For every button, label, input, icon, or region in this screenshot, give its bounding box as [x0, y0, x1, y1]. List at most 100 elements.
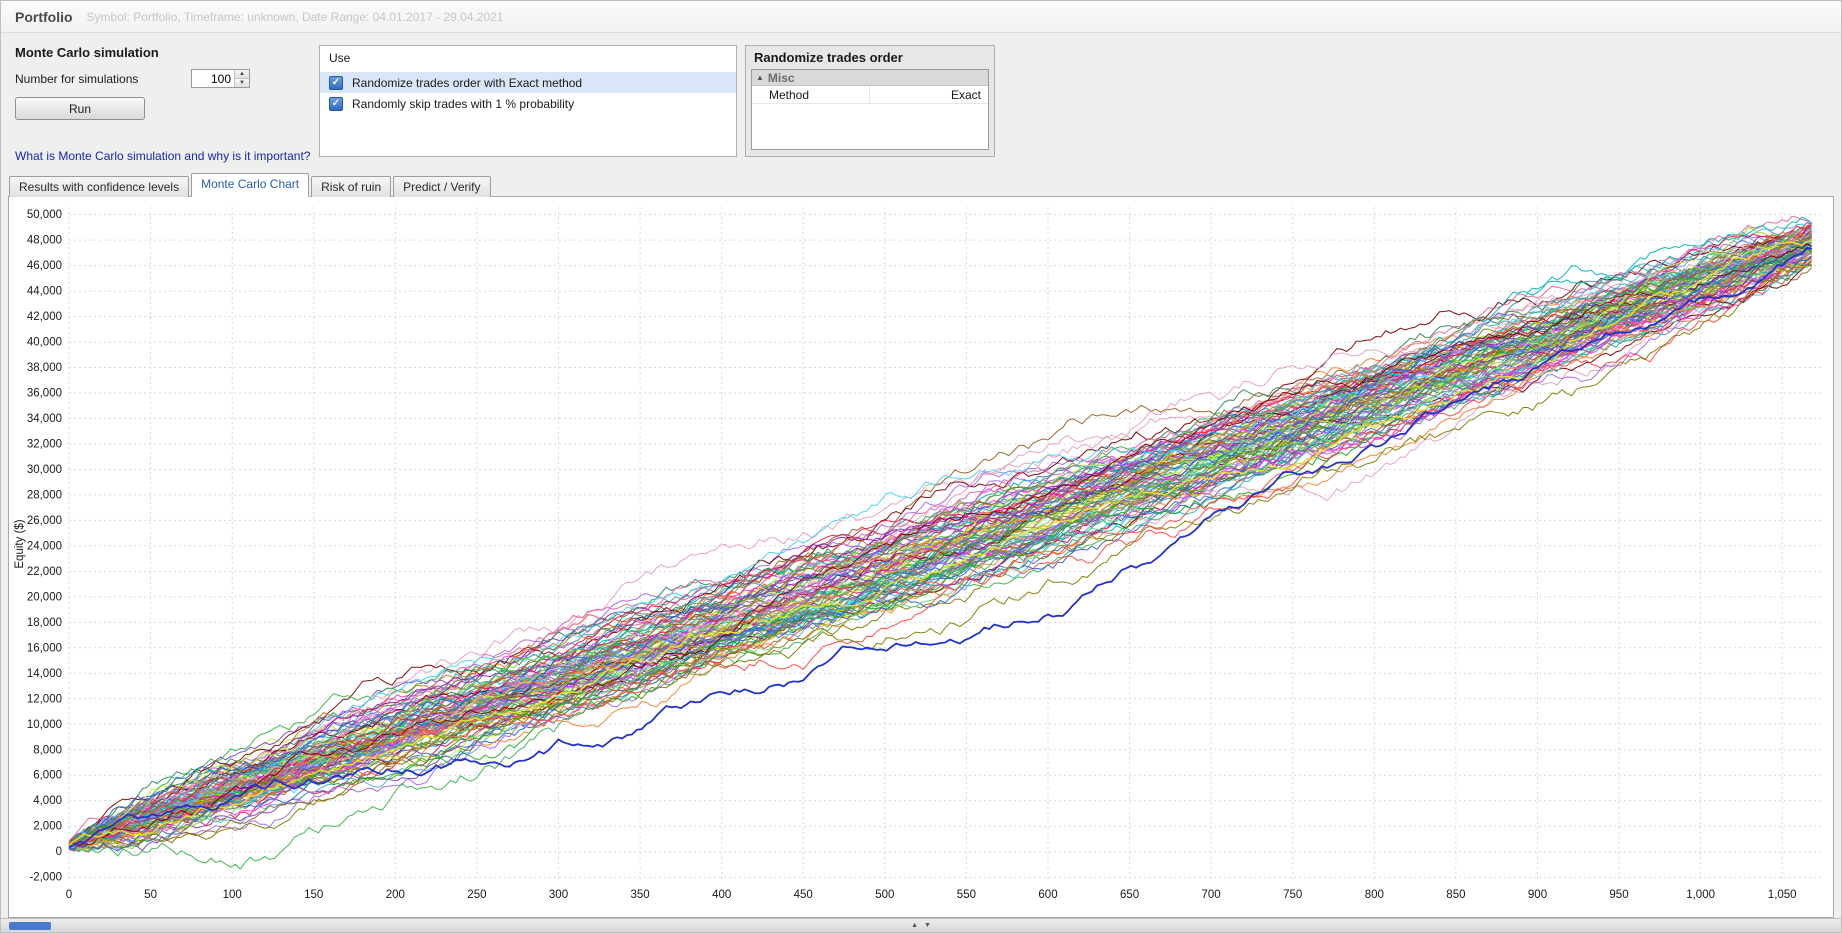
svg-text:750: 750	[1283, 889, 1302, 901]
svg-text:34,000: 34,000	[27, 413, 62, 425]
settings-panel: Monte Carlo simulation Number for simula…	[1, 33, 1841, 173]
simulation-panel-title: Monte Carlo simulation	[15, 45, 159, 60]
use-option-label: Randomize trades order with Exact method	[352, 75, 583, 90]
svg-text:50: 50	[144, 889, 157, 901]
use-option-row[interactable]: ✓ Randomly skip trades with 1 % probabili…	[320, 93, 736, 114]
svg-text:0: 0	[66, 889, 72, 901]
run-button[interactable]: Run	[15, 97, 145, 120]
bottom-splitter-bar: ▲ ▼	[1, 918, 1841, 932]
window-subtitle: Symbol: Portfolio, Timeframe: unknown, D…	[86, 9, 504, 24]
use-option-label: Randomly skip trades with 1 % probabilit…	[352, 96, 575, 111]
svg-text:28,000: 28,000	[27, 489, 62, 501]
spinner-up-button[interactable]: ▲	[235, 70, 249, 79]
simulations-count-row: Number for simulations ▲ ▼	[15, 69, 311, 88]
simulations-count-spinbox: ▲ ▼	[191, 69, 250, 88]
spinner-buttons: ▲ ▼	[234, 70, 249, 87]
svg-text:100: 100	[223, 889, 242, 901]
y-axis-label: Equity ($)	[14, 519, 26, 568]
randomize-panel-title: Randomize trades order	[754, 50, 903, 65]
svg-text:36,000: 36,000	[27, 388, 62, 400]
svg-text:48,000: 48,000	[27, 235, 62, 247]
tab-results-with-confidence-levels[interactable]: Results with confidence levels	[9, 176, 190, 197]
svg-text:26,000: 26,000	[27, 515, 62, 527]
spinner-down-button[interactable]: ▼	[235, 79, 249, 87]
svg-text:900: 900	[1528, 889, 1547, 901]
svg-text:24,000: 24,000	[27, 540, 62, 552]
blue-outlier-curve	[68, 246, 1812, 848]
svg-text:450: 450	[794, 889, 813, 901]
tab-strip: Results with confidence levels Monte Carl…	[1, 173, 1841, 197]
svg-text:38,000: 38,000	[27, 362, 62, 374]
monte-carlo-chart: -2,000 0 2,000 4,000 6,000 8,000 10,000 12,000 1…	[9, 197, 1833, 917]
svg-text:50,000: 50,000	[27, 209, 62, 221]
collapse-arrow-icon: ▲	[756, 73, 764, 82]
svg-text:14,000: 14,000	[27, 668, 62, 680]
monte-carlo-simulation-panel: Monte Carlo simulation Number for simula…	[15, 45, 311, 163]
tab-predict-verify[interactable]: Predict / Verify	[393, 176, 491, 197]
svg-text:1,050: 1,050	[1768, 889, 1797, 901]
svg-text:650: 650	[1120, 889, 1139, 901]
property-key: Method	[752, 86, 870, 103]
svg-text:44,000: 44,000	[27, 286, 62, 298]
randomize-trades-panel: Randomize trades order ▲ Misc Method Exac…	[745, 45, 995, 157]
tab-monte-carlo-chart[interactable]: Monte Carlo Chart	[191, 173, 310, 197]
svg-text:22,000: 22,000	[27, 566, 62, 578]
property-grid-empty-area	[752, 104, 988, 149]
svg-text:10,000: 10,000	[27, 719, 62, 731]
svg-text:1,000: 1,000	[1686, 889, 1715, 901]
svg-text:12,000: 12,000	[27, 693, 62, 705]
arrow-up-icon: ▲	[911, 922, 918, 929]
tab-risk-of-ruin[interactable]: Risk of ruin	[311, 176, 392, 197]
svg-text:8,000: 8,000	[33, 744, 62, 756]
svg-text:2,000: 2,000	[33, 821, 62, 833]
property-value[interactable]: Exact	[950, 88, 981, 102]
use-option-row[interactable]: ✓ Randomize trades order with Exact metho…	[320, 72, 736, 93]
property-row-method: Method Exact	[752, 86, 988, 104]
svg-text:0: 0	[56, 846, 62, 858]
svg-text:950: 950	[1609, 889, 1628, 901]
svg-text:200: 200	[386, 889, 405, 901]
svg-text:600: 600	[1038, 889, 1057, 901]
svg-text:4,000: 4,000	[33, 795, 62, 807]
svg-text:500: 500	[875, 889, 894, 901]
svg-text:300: 300	[549, 889, 568, 901]
help-link[interactable]: What is Monte Carlo simulation and why i…	[15, 149, 311, 163]
svg-text:20,000: 20,000	[27, 591, 62, 603]
svg-text:350: 350	[631, 889, 650, 901]
svg-text:30,000: 30,000	[27, 464, 62, 476]
window-title: Portfolio	[15, 8, 73, 25]
simulations-count-label: Number for simulations	[15, 71, 139, 86]
svg-text:850: 850	[1446, 889, 1465, 901]
property-group-misc[interactable]: ▲ Misc	[752, 70, 988, 86]
svg-text:400: 400	[712, 889, 731, 901]
svg-text:18,000: 18,000	[27, 617, 62, 629]
svg-text:550: 550	[957, 889, 976, 901]
use-options-list: ✓ Randomize trades order with Exact metho…	[320, 72, 736, 114]
svg-text:800: 800	[1365, 889, 1384, 901]
property-rows: Method Exact	[752, 86, 988, 104]
yellow-low-curve	[68, 240, 1812, 846]
svg-text:16,000: 16,000	[27, 642, 62, 654]
svg-text:46,000: 46,000	[27, 260, 62, 272]
use-panel-title: Use	[329, 51, 351, 65]
scrollbar-thumb[interactable]	[9, 922, 51, 930]
monte-carlo-chart-area: -2,000 0 2,000 4,000 6,000 8,000 10,000 12,000 1…	[8, 196, 1834, 918]
svg-text:250: 250	[467, 889, 486, 901]
simulations-count-input[interactable]	[192, 70, 234, 87]
svg-text:42,000: 42,000	[27, 311, 62, 323]
svg-text:6,000: 6,000	[33, 770, 62, 782]
svg-text:-2,000: -2,000	[29, 872, 62, 884]
svg-text:40,000: 40,000	[27, 337, 62, 349]
property-group-label: Misc	[767, 70, 795, 85]
arrow-down-icon: ▼	[924, 922, 931, 929]
splitter-collapse-button[interactable]: ▲ ▼	[911, 919, 931, 932]
checkbox-checked-icon[interactable]: ✓	[329, 75, 343, 90]
svg-text:150: 150	[304, 889, 323, 901]
svg-text:32,000: 32,000	[27, 439, 62, 451]
title-bar: Portfolio Symbol: Portfolio, Timeframe: …	[1, 1, 1841, 33]
property-grid: ▲ Misc Method Exact	[751, 69, 989, 150]
checkbox-checked-icon[interactable]: ✓	[329, 96, 343, 111]
svg-text:700: 700	[1202, 889, 1221, 901]
use-panel: Use ✓ Randomize trades order with Exact m…	[319, 45, 737, 157]
